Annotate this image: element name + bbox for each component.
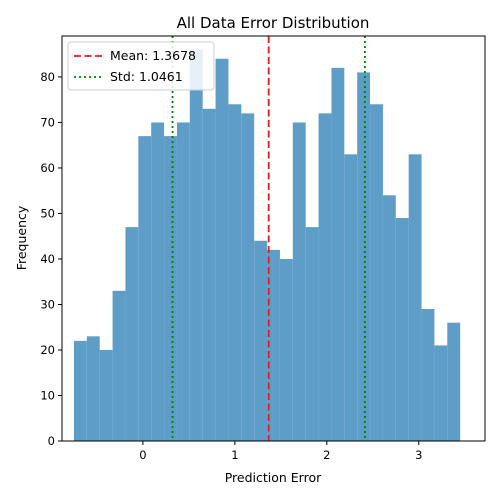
histogram-bar <box>176 122 190 442</box>
histogram-bar <box>86 336 100 441</box>
y-tick-label: 10 <box>40 388 55 402</box>
legend-box <box>67 41 215 91</box>
legend-mean-label: Mean: 1.3678 <box>110 48 196 63</box>
y-tick-label: 70 <box>40 115 55 129</box>
histogram-bar <box>241 113 255 441</box>
histogram-bar <box>421 309 435 441</box>
histogram-bar <box>125 227 139 441</box>
x-tick-label: 1 <box>231 448 238 462</box>
histogram-bar <box>164 136 177 441</box>
histogram-bar <box>267 249 280 441</box>
y-tick-label: 80 <box>40 70 55 84</box>
x-tick-label: 3 <box>415 448 422 462</box>
legend: Mean: 1.3678 Std: 1.0461 <box>67 41 215 91</box>
histogram-bar <box>99 349 113 441</box>
histogram-bar <box>370 104 383 442</box>
histogram-bar <box>138 136 152 441</box>
histogram-bar <box>292 122 306 442</box>
histogram-bar <box>357 72 371 442</box>
histogram-bar <box>344 154 358 441</box>
reference-lines-group <box>171 36 366 441</box>
histogram-bar <box>382 195 396 441</box>
histogram-bar <box>189 49 203 442</box>
y-tick-label: 50 <box>40 206 55 220</box>
histogram-bar <box>434 345 448 441</box>
y-axis-ticks: 0 10 20 30 40 50 60 70 80 <box>40 70 62 448</box>
histogram-bar <box>254 240 268 441</box>
x-tick-label: 2 <box>323 448 330 462</box>
y-tick-label: 30 <box>40 297 55 311</box>
histogram-bar <box>408 154 422 441</box>
x-axis-ticks: 0 1 2 3 <box>139 441 422 462</box>
y-axis-label: Frequency <box>14 205 29 270</box>
bars-group <box>73 49 461 442</box>
histogram-bar <box>202 108 216 441</box>
legend-std-label: Std: 1.0461 <box>110 69 183 84</box>
x-tick-label: 0 <box>139 448 146 462</box>
histogram-bar <box>215 58 229 441</box>
y-tick-label: 0 <box>48 434 55 448</box>
histogram-bar <box>331 67 345 441</box>
histogram-bar <box>228 104 242 442</box>
y-tick-label: 40 <box>40 252 55 266</box>
y-tick-label: 60 <box>40 161 55 175</box>
histogram-bar <box>151 122 165 442</box>
plot-frame <box>61 35 486 442</box>
histogram-bar <box>112 290 126 441</box>
histogram-bar <box>395 218 409 441</box>
histogram-bar <box>318 113 332 441</box>
histogram-bar <box>279 258 293 441</box>
histogram-bar <box>305 227 319 441</box>
y-tick-label: 20 <box>40 343 55 357</box>
chart-title: All Data Error Distribution <box>177 14 370 32</box>
histogram-bar <box>447 322 461 441</box>
x-axis-label: Prediction Error <box>225 470 322 485</box>
histogram-bar <box>73 340 87 441</box>
